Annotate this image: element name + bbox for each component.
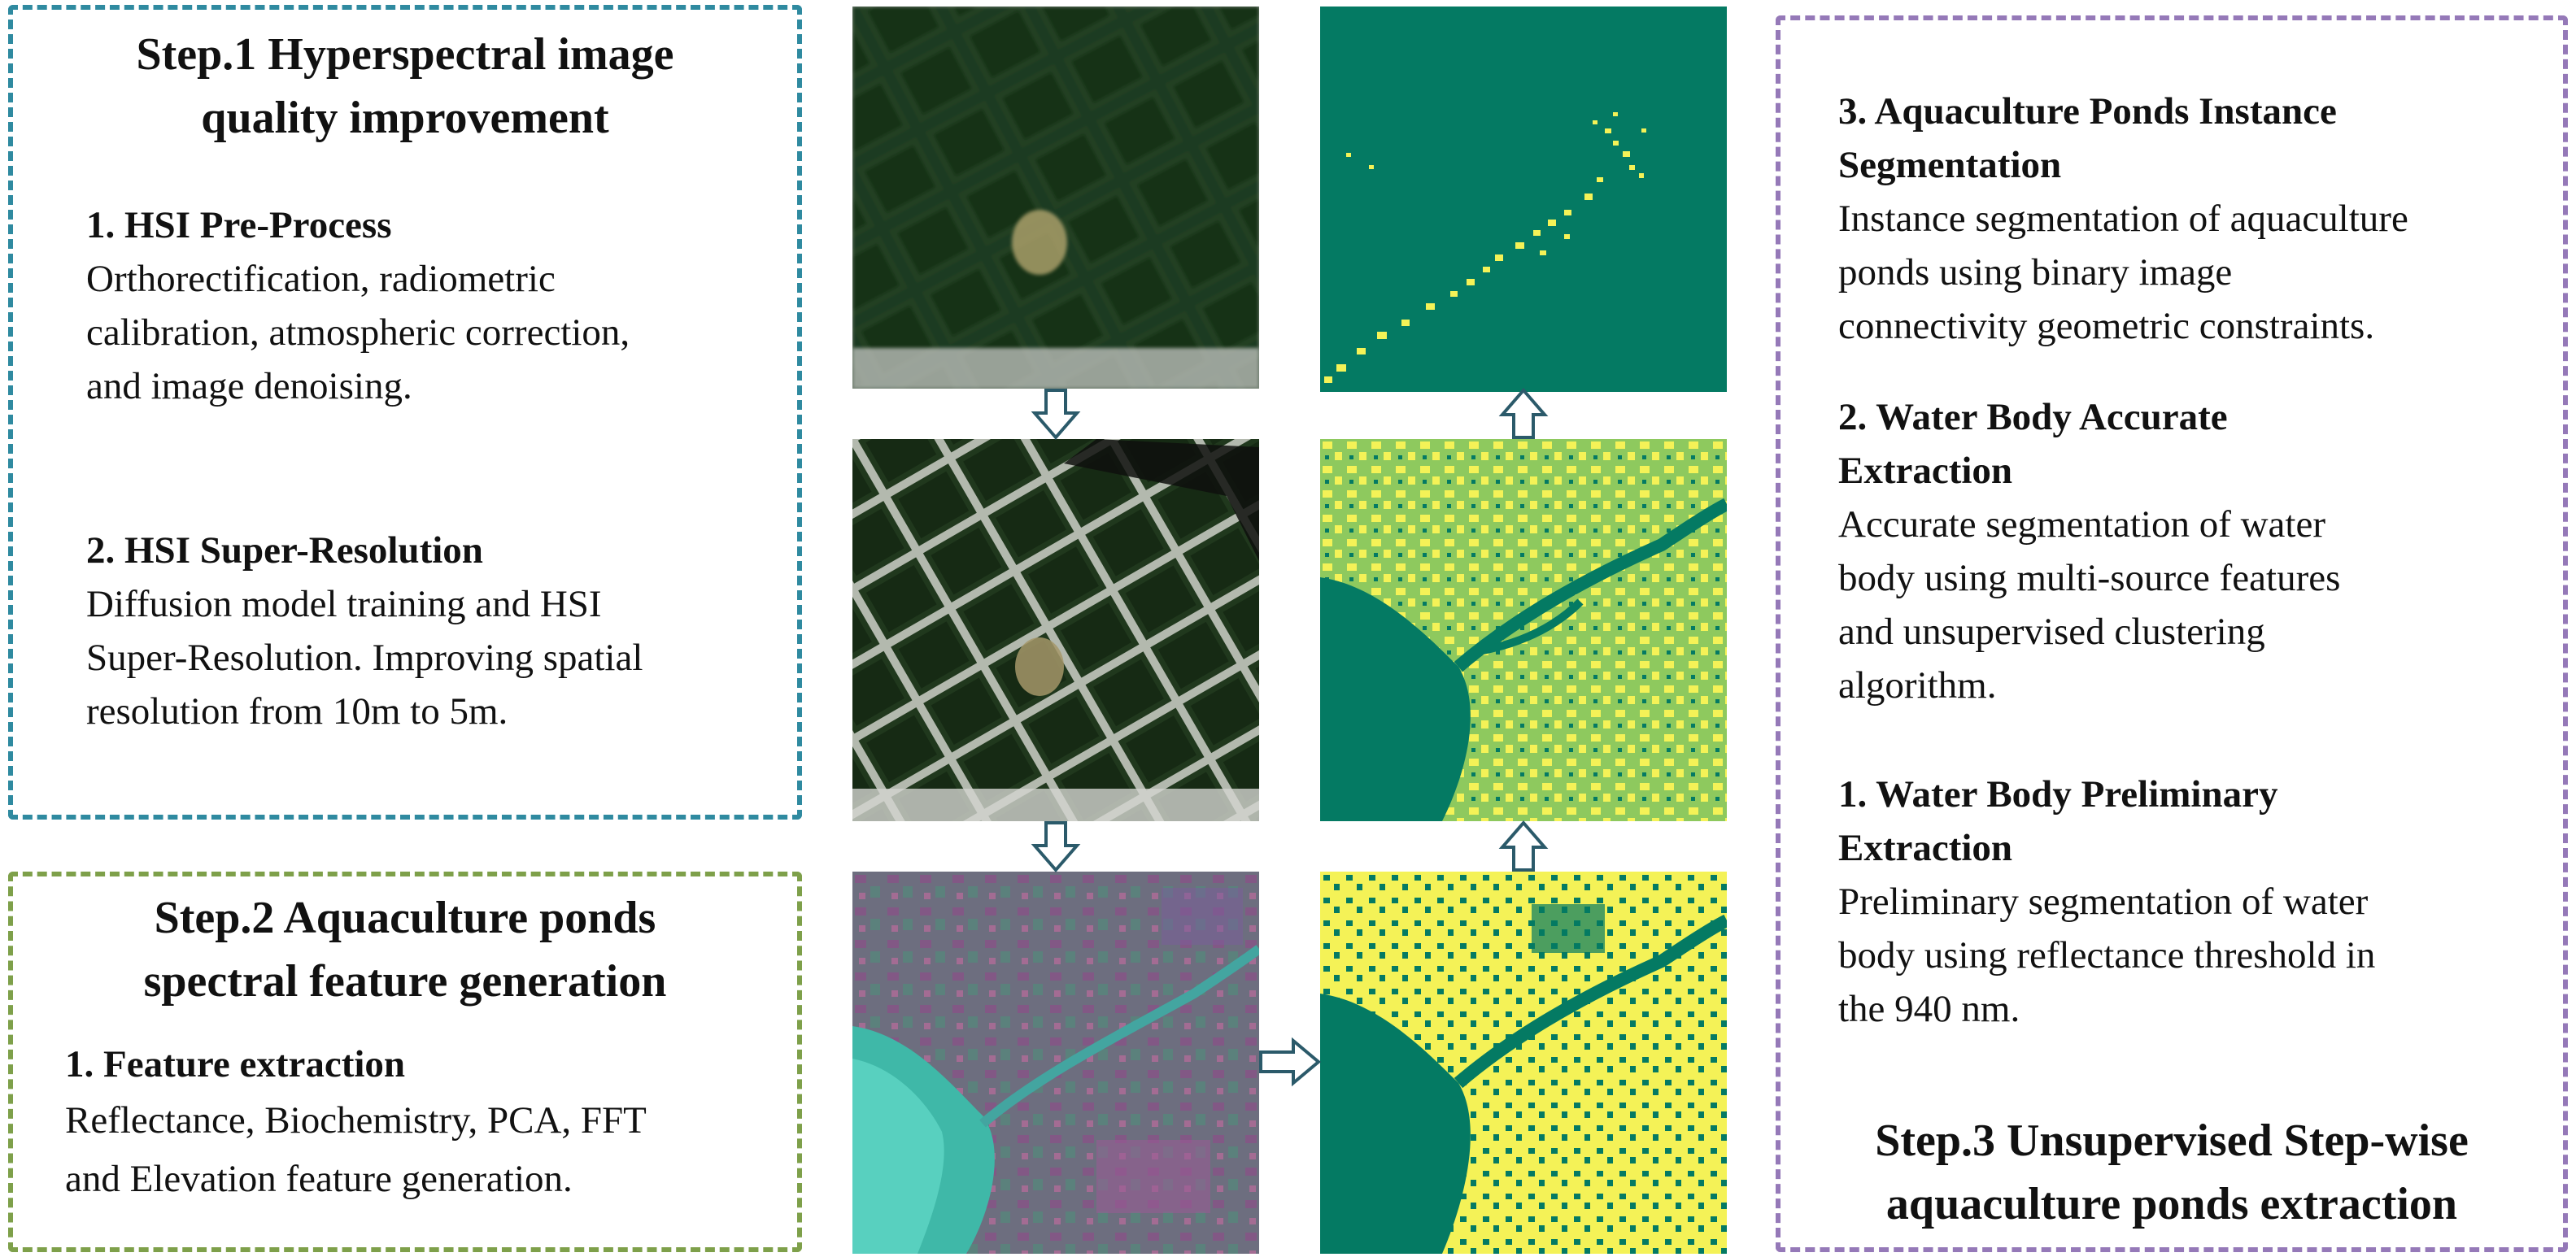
text-line: Preliminary segmentation of water	[1838, 881, 2369, 923]
step3-item3-heading: 3. Aquaculture Ponds Instance Segmentati…	[1838, 85, 2337, 192]
step1-title-line: Step.1 Hyperspectral image	[136, 29, 674, 80]
step1-title-line: quality improvement	[201, 93, 609, 143]
text-line: Reflectance, Biochemistry, PCA, FFT	[65, 1099, 647, 1142]
heading-line: Extraction	[1838, 450, 2013, 492]
heading-line: 2. Water Body Accurate	[1838, 396, 2228, 438]
ponds-instance-mask	[1320, 7, 1727, 392]
text-line: Orthorectification, radiometric	[86, 258, 556, 300]
arrow-right-icon	[1259, 1037, 1322, 1087]
step1-item1-text: Orthorectification, radiometric calibrat…	[86, 252, 630, 413]
text-line: body using multi-source features	[1838, 557, 2341, 599]
step1-title: Step.1 Hyperspectral image quality impro…	[8, 23, 802, 150]
step1-item2-heading: 2. HSI Super-Resolution	[86, 529, 483, 572]
text-line: and image denoising.	[86, 365, 412, 407]
text-line: Instance segmentation of aquaculture	[1838, 198, 2408, 240]
text-line: Diffusion model training and HSI	[86, 583, 602, 625]
step3-item1-heading: 1. Water Body Preliminary Extraction	[1838, 768, 2277, 875]
step3-item3-text: Instance segmentation of aquaculture pon…	[1838, 192, 2408, 353]
text-line: Super-Resolution. Improving spatial	[86, 637, 643, 679]
step3-item2-text: Accurate segmentation of water body usin…	[1838, 498, 2340, 712]
heading-line: 3. Aquaculture Ponds Instance	[1838, 90, 2337, 133]
step1-item1-heading: 1. HSI Pre-Process	[86, 204, 392, 246]
text-line: and unsupervised clustering	[1838, 611, 2265, 653]
step1-item2-text: Diffusion model training and HSI Super-R…	[86, 577, 643, 738]
step2-title-line: spectral feature generation	[143, 956, 667, 1007]
step1-box	[8, 5, 802, 820]
step3-title-line: Step.3 Unsupervised Step-wise	[1875, 1116, 2469, 1166]
step2-title: Step.2 Aquaculture ponds spectral featur…	[8, 886, 802, 1013]
arrow-up-icon	[1498, 820, 1549, 872]
arrow-up-icon	[1498, 387, 1549, 439]
step3-item2-heading: 2. Water Body Accurate Extraction	[1838, 390, 2228, 498]
text-line: the 940 nm.	[1838, 988, 2020, 1030]
step3-box	[1776, 15, 2568, 1252]
spectral-feature-image	[852, 872, 1259, 1254]
arrow-down-icon	[1031, 389, 1081, 441]
text-line: and Elevation feature generation.	[65, 1158, 573, 1200]
text-line: algorithm.	[1838, 664, 1997, 707]
hsi-low-resolution-image	[852, 7, 1259, 389]
heading-line: 1. Water Body Preliminary	[1838, 773, 2278, 816]
step2-title-line: Step.2 Aquaculture ponds	[154, 893, 656, 943]
text-line: calibration, atmospheric correction,	[86, 311, 630, 354]
hsi-super-resolution-image	[852, 439, 1259, 821]
step3-title-line: aquaculture ponds extraction	[1885, 1179, 2458, 1229]
text-line: resolution from 10m to 5m.	[86, 690, 508, 733]
water-preliminary-mask	[1320, 872, 1727, 1254]
text-line: connectivity geometric constraints.	[1838, 305, 2375, 347]
water-accurate-mask	[1320, 439, 1727, 821]
text-line: Accurate segmentation of water	[1838, 503, 2325, 546]
arrow-down-icon	[1031, 821, 1081, 873]
step2-item1-text: Reflectance, Biochemistry, PCA, FFT and …	[65, 1091, 647, 1208]
step3-item1-text: Preliminary segmentation of water body u…	[1838, 875, 2375, 1036]
step3-title: Step.3 Unsupervised Step-wise aquacultur…	[1776, 1109, 2568, 1236]
text-line: body using reflectance threshold in	[1838, 934, 2376, 976]
step2-box	[8, 872, 802, 1252]
step2-item1-heading: 1. Feature extraction	[65, 1043, 406, 1085]
text-line: ponds using binary image	[1838, 251, 2233, 294]
heading-line: Segmentation	[1838, 144, 2062, 186]
heading-line: Extraction	[1838, 827, 2013, 869]
